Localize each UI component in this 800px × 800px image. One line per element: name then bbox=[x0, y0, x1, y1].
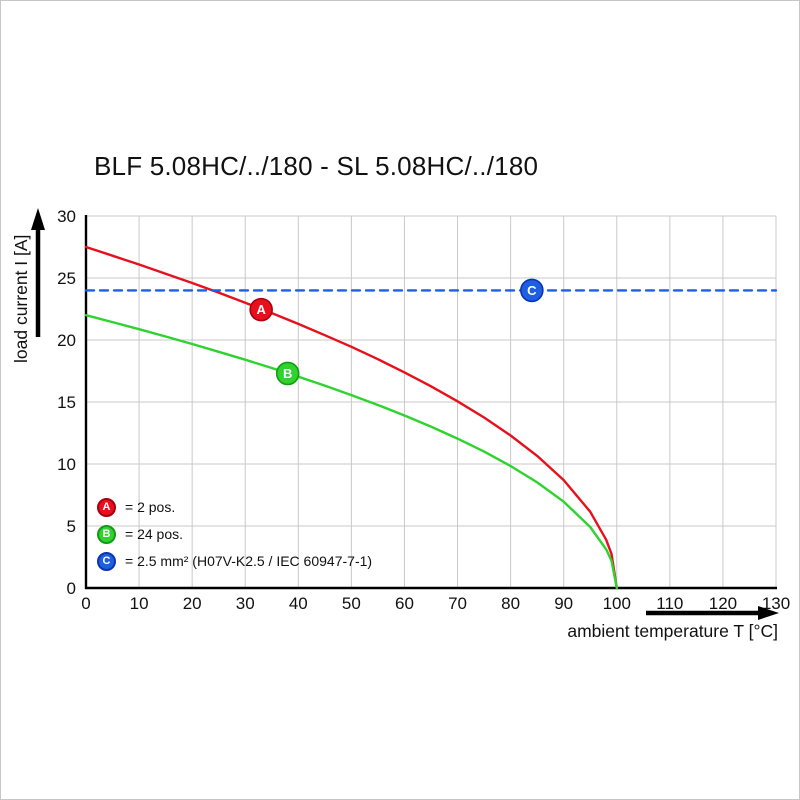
x-tick-label: 130 bbox=[762, 594, 790, 613]
x-tick-label: 120 bbox=[709, 594, 737, 613]
y-tick-label: 20 bbox=[57, 331, 76, 350]
x-axis-title: ambient temperature T [°C] bbox=[567, 621, 778, 641]
x-axis-arrow bbox=[646, 606, 779, 620]
x-tick-label: 70 bbox=[448, 594, 467, 613]
x-tick-label: 110 bbox=[656, 594, 683, 613]
legend-label-a: = 2 pos. bbox=[125, 499, 176, 515]
curve-b bbox=[84, 314, 618, 590]
y-axis-arrow bbox=[31, 208, 45, 337]
legend-label-c: = 2.5 mm² (H07V-K2.5 / IEC 60947-7-1) bbox=[125, 553, 373, 569]
y-tick-label: 15 bbox=[57, 393, 76, 412]
x-tick-label: 80 bbox=[501, 594, 520, 613]
legend-label-b: = 24 pos. bbox=[125, 526, 183, 542]
marker-a-badge bbox=[249, 297, 273, 322]
x-tick-label: 20 bbox=[183, 594, 202, 613]
y-tick-label: 30 bbox=[57, 207, 76, 226]
marker-c-badge bbox=[520, 278, 544, 303]
marker-b-letter: B bbox=[283, 366, 292, 381]
x-tick-label: 90 bbox=[554, 594, 573, 613]
chart-dynamic-layer: 0 10 20 30 40 50 60 70 80 90 100 110 120 130 0 5 10 15 20 2… bbox=[57, 207, 790, 613]
y-tick-label: 5 bbox=[67, 517, 76, 536]
x-tick-label: 100 bbox=[603, 594, 631, 613]
marker-c-letter: C bbox=[527, 283, 537, 298]
legend-marker-b-icon: B bbox=[97, 524, 116, 544]
x-tick-label: 40 bbox=[289, 594, 308, 613]
marker-a-letter: A bbox=[256, 302, 266, 317]
legend-item-b: B = 24 pos. bbox=[97, 524, 372, 544]
y-tick-label: 25 bbox=[57, 269, 76, 288]
chart-title: BLF 5.08HC/../180 - SL 5.08HC/../180 bbox=[94, 151, 539, 181]
legend-marker-c-icon: C bbox=[97, 551, 116, 571]
x-tick-label: 30 bbox=[236, 594, 255, 613]
y-tick-label: 0 bbox=[67, 579, 76, 598]
legend-item-c: C = 2.5 mm² (H07V-K2.5 / IEC 60947-7-1) bbox=[97, 551, 372, 571]
legend-item-a: A = 2 pos. bbox=[97, 497, 372, 517]
x-tick-label: 0 bbox=[81, 594, 90, 613]
curve-a bbox=[84, 245, 618, 590]
y-axis-title: load current I [A] bbox=[11, 235, 31, 363]
chart-legend: A = 2 pos. B = 24 pos. C = 2.5 mm² (H07V… bbox=[97, 497, 372, 571]
legend-marker-a-icon: A bbox=[97, 497, 116, 517]
marker-b-badge bbox=[275, 361, 300, 386]
x-tick-label: 60 bbox=[395, 594, 414, 613]
y-tick-label: 10 bbox=[57, 455, 76, 474]
x-tick-label: 50 bbox=[342, 594, 361, 613]
x-tick-label: 10 bbox=[130, 594, 149, 613]
